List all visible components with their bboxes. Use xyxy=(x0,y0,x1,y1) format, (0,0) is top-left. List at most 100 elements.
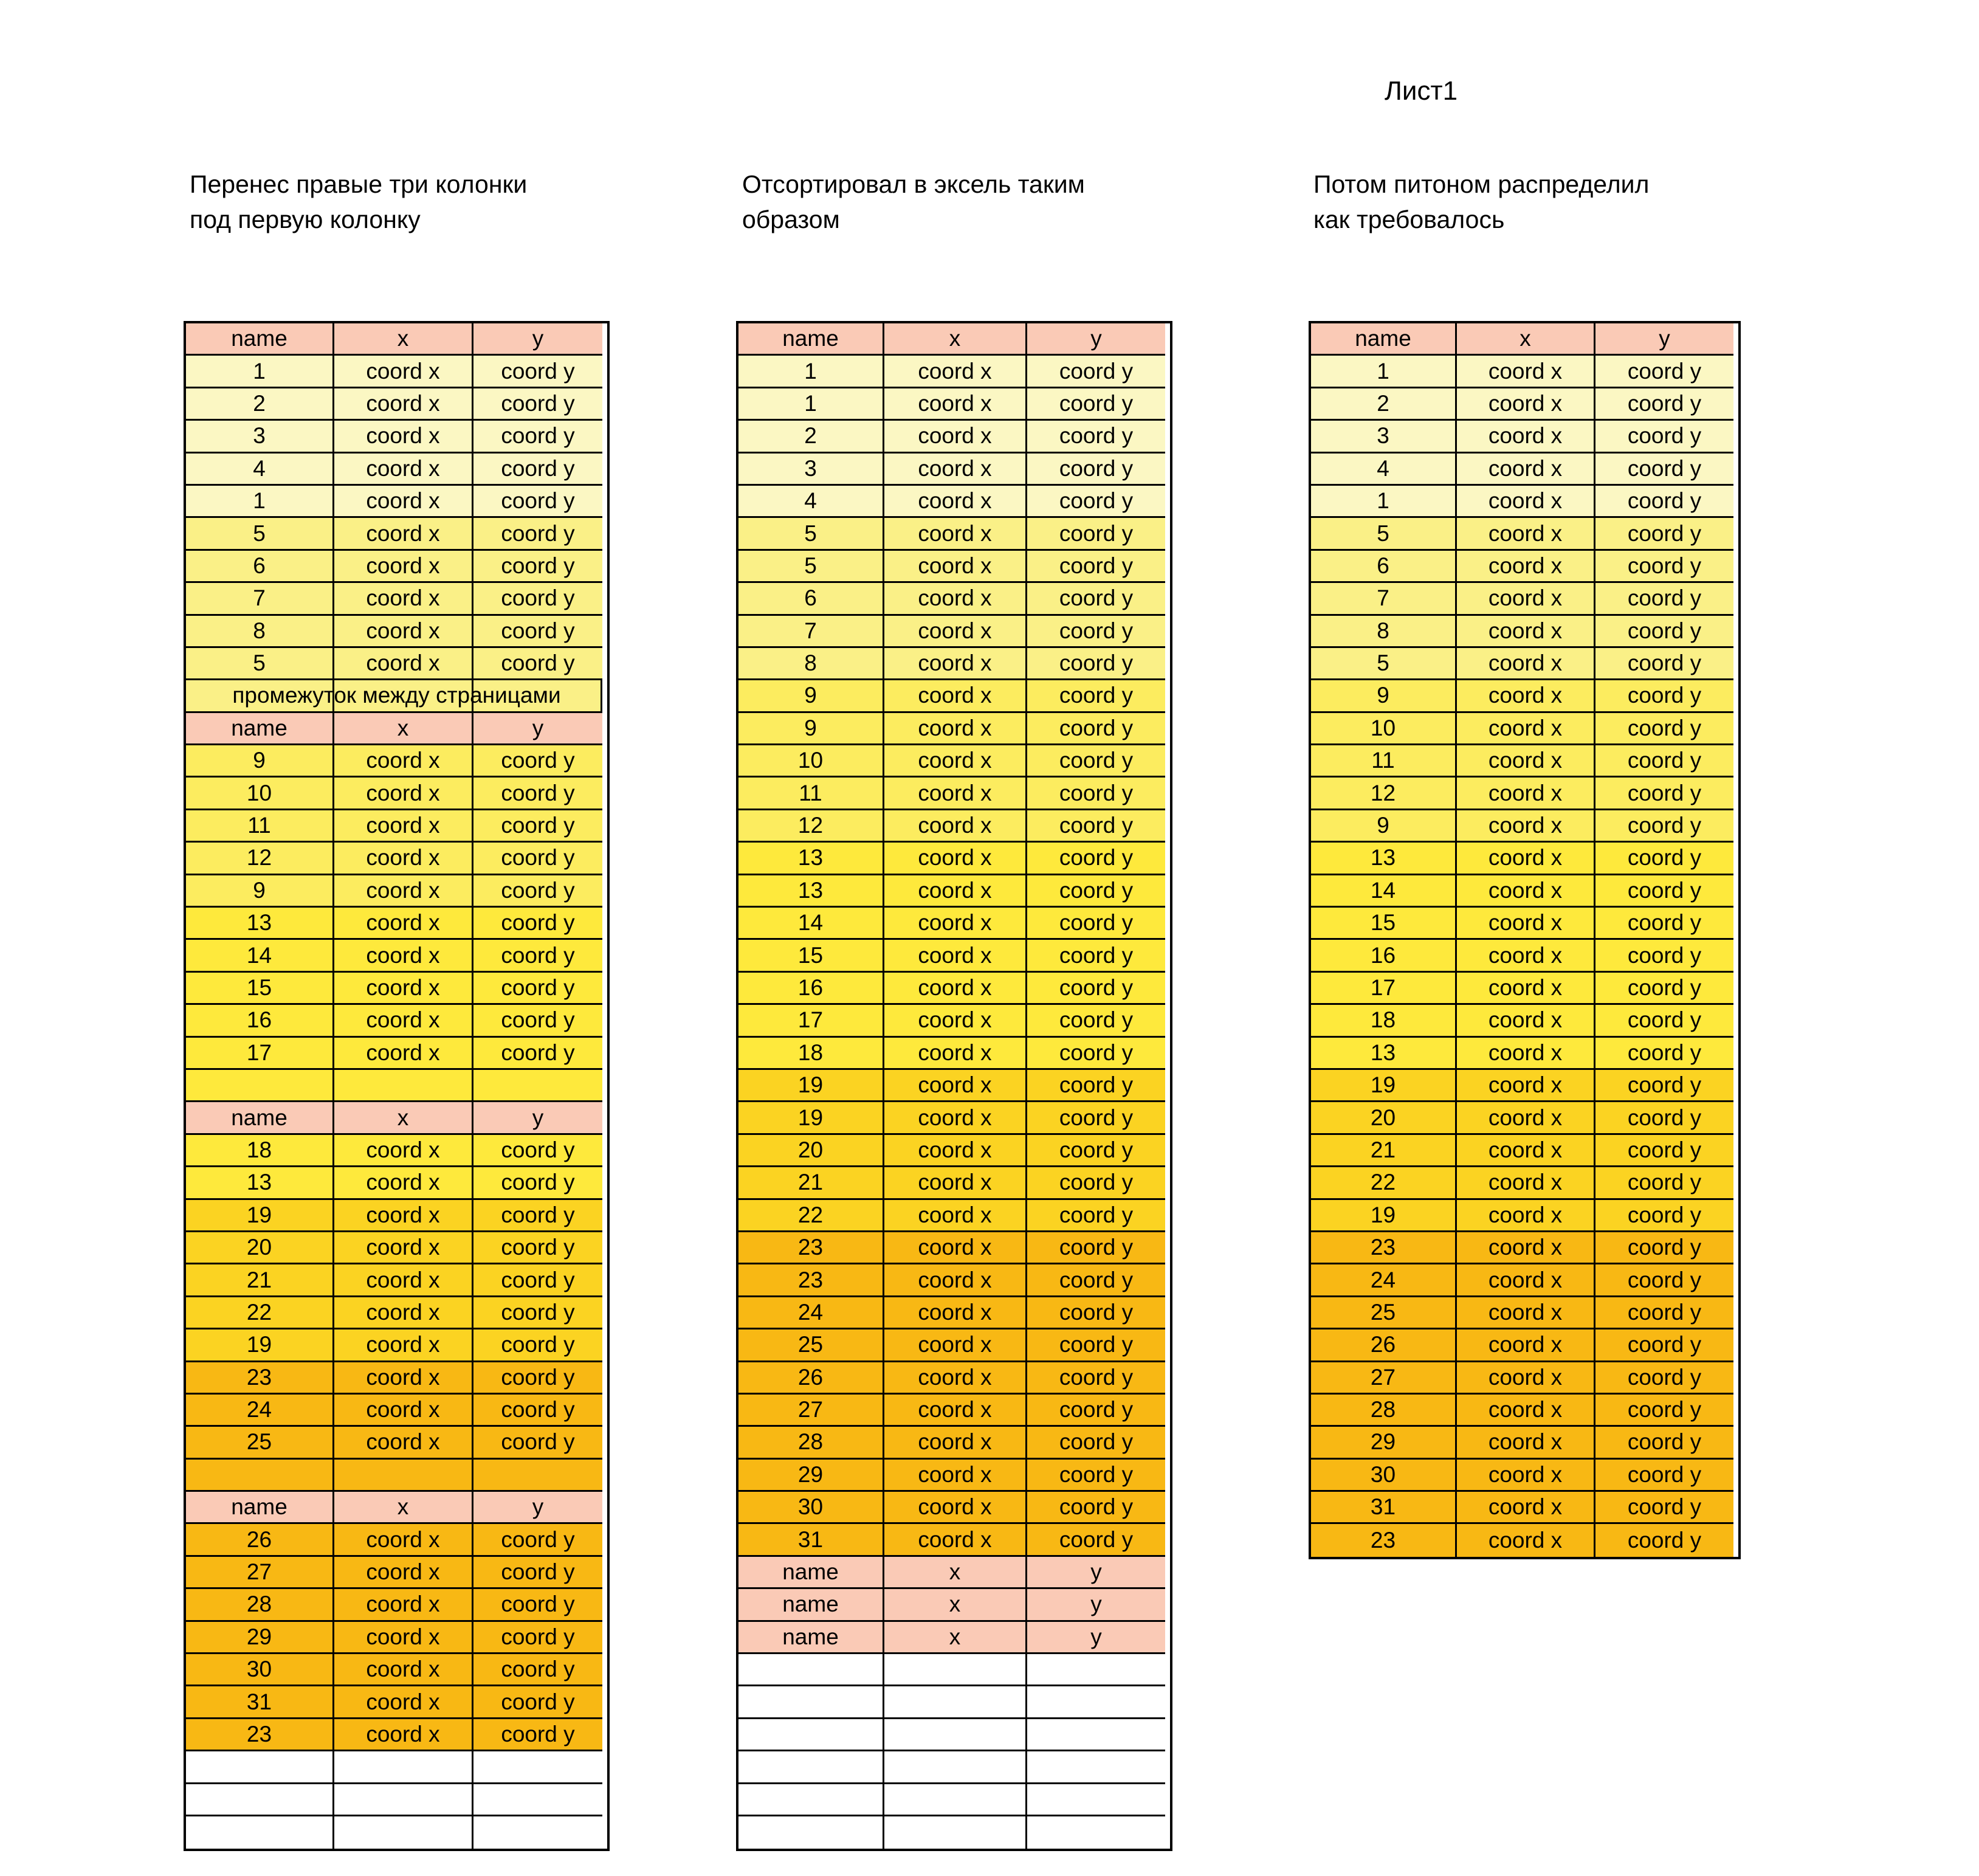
table-cell[interactable]: coord y xyxy=(1595,1102,1733,1135)
table-cell[interactable]: coord y xyxy=(1595,940,1733,973)
table-cell[interactable]: coord x xyxy=(884,712,1027,746)
table-cell[interactable]: 28 xyxy=(1311,1394,1457,1427)
table-cell[interactable]: coord x xyxy=(334,908,473,940)
table-cell[interactable]: coord y xyxy=(1027,453,1165,486)
table-cell[interactable]: 30 xyxy=(1311,1459,1457,1492)
header-cell[interactable]: y xyxy=(1027,323,1165,356)
table-cell[interactable]: coord y xyxy=(473,908,602,940)
table-cell[interactable]: coord y xyxy=(473,1264,602,1297)
table-cell[interactable]: 2 xyxy=(186,388,334,421)
table-cell[interactable]: coord x xyxy=(334,1199,473,1232)
table-cell[interactable]: 10 xyxy=(1311,712,1457,746)
table-cell[interactable]: 1 xyxy=(738,356,884,388)
table-cell[interactable] xyxy=(884,1751,1027,1784)
table-cell[interactable]: coord x xyxy=(334,875,473,908)
table-cell[interactable]: coord x xyxy=(884,1102,1027,1135)
table-cell[interactable]: 1 xyxy=(186,356,334,388)
table-cell[interactable]: coord x xyxy=(334,1524,473,1557)
table-cell[interactable]: coord y xyxy=(1027,647,1165,681)
table-cell[interactable]: coord y xyxy=(1027,1492,1165,1525)
table-cell[interactable]: 4 xyxy=(1311,453,1457,486)
header-cell[interactable]: x xyxy=(884,1621,1027,1655)
table-cell[interactable] xyxy=(334,680,473,713)
table-cell[interactable]: coord x xyxy=(1457,778,1595,810)
table-cell[interactable]: coord x xyxy=(1457,550,1595,584)
table-cell[interactable]: 8 xyxy=(1311,615,1457,648)
table-cell[interactable]: coord y xyxy=(1595,1069,1733,1103)
table-cell[interactable] xyxy=(1027,1719,1165,1752)
table-cell[interactable]: coord y xyxy=(1027,1199,1165,1232)
table-cell[interactable]: coord y xyxy=(1595,1134,1733,1168)
table-cell[interactable]: coord y xyxy=(1595,908,1733,940)
table-cell[interactable]: coord x xyxy=(1457,1232,1595,1265)
table-cell[interactable]: coord x xyxy=(1457,875,1595,908)
table-cell[interactable]: 21 xyxy=(738,1167,884,1200)
table-cell[interactable]: coord y xyxy=(473,453,602,486)
table-cell[interactable] xyxy=(884,1816,1027,1849)
table-cell[interactable]: 23 xyxy=(738,1232,884,1265)
table-cell[interactable]: 23 xyxy=(1311,1524,1457,1557)
table-cell[interactable]: coord x xyxy=(334,1427,473,1460)
table-cell[interactable]: coord y xyxy=(1595,810,1733,843)
table-cell[interactable]: coord y xyxy=(1027,1329,1165,1362)
table-cell[interactable] xyxy=(334,1069,473,1103)
table-cell[interactable]: 3 xyxy=(186,421,334,453)
header-cell[interactable]: name xyxy=(186,323,334,356)
table-cell[interactable]: coord x xyxy=(884,1167,1027,1200)
table-cell[interactable]: coord y xyxy=(1027,1167,1165,1200)
table-cell[interactable] xyxy=(738,1686,884,1719)
table-cell[interactable]: coord x xyxy=(1457,388,1595,421)
table-cell[interactable]: coord y xyxy=(1595,1362,1733,1395)
table-cell[interactable]: 12 xyxy=(1311,778,1457,810)
table-cell[interactable]: 16 xyxy=(1311,940,1457,973)
table-cell[interactable]: coord y xyxy=(1027,1102,1165,1135)
table-cell[interactable]: coord y xyxy=(473,1427,602,1460)
table-cell[interactable]: 26 xyxy=(738,1362,884,1395)
table-cell[interactable]: coord y xyxy=(1027,388,1165,421)
header-cell[interactable]: name xyxy=(186,712,334,746)
table-cell[interactable]: coord x xyxy=(334,1589,473,1622)
table-cell[interactable]: coord x xyxy=(884,550,1027,584)
table-cell[interactable]: 3 xyxy=(1311,421,1457,453)
table-cell[interactable]: 8 xyxy=(186,615,334,648)
table-cell[interactable]: coord y xyxy=(473,518,602,551)
table-cell[interactable] xyxy=(334,1459,473,1492)
table-cell[interactable]: coord y xyxy=(1595,421,1733,453)
table-cell[interactable]: coord x xyxy=(884,1232,1027,1265)
table-cell[interactable]: 5 xyxy=(186,647,334,681)
table-cell[interactable]: coord x xyxy=(884,1297,1027,1330)
table-cell[interactable]: coord x xyxy=(1457,1524,1595,1557)
table-cell[interactable]: coord y xyxy=(1027,356,1165,388)
table-cell[interactable]: 19 xyxy=(1311,1199,1457,1232)
table-cell[interactable]: coord y xyxy=(473,1524,602,1557)
table-cell[interactable]: coord y xyxy=(473,550,602,584)
table-cell[interactable]: coord y xyxy=(473,356,602,388)
header-cell[interactable]: name xyxy=(738,323,884,356)
table-cell[interactable]: coord y xyxy=(1027,745,1165,778)
table-cell[interactable] xyxy=(473,1816,602,1849)
header-cell[interactable]: y xyxy=(1027,1589,1165,1622)
table-cell[interactable]: coord x xyxy=(1457,1264,1595,1297)
table-cell[interactable]: coord x xyxy=(1457,421,1595,453)
table-cell[interactable]: coord x xyxy=(1457,1102,1595,1135)
table-cell[interactable]: 18 xyxy=(186,1134,334,1168)
table-cell[interactable]: coord x xyxy=(884,1362,1027,1395)
table-cell[interactable]: coord x xyxy=(884,1069,1027,1103)
table-cell[interactable]: coord y xyxy=(1595,1394,1733,1427)
table-cell[interactable]: coord y xyxy=(1595,745,1733,778)
table-cell[interactable]: coord y xyxy=(473,1589,602,1622)
table-cell[interactable]: coord y xyxy=(473,875,602,908)
table-cell[interactable]: 7 xyxy=(1311,583,1457,616)
table-cell[interactable]: 5 xyxy=(738,550,884,584)
table-cell[interactable]: coord x xyxy=(334,778,473,810)
table-cell[interactable] xyxy=(334,1751,473,1784)
table-cell[interactable]: coord x xyxy=(884,421,1027,453)
table-cell[interactable]: 13 xyxy=(738,875,884,908)
table-cell[interactable]: coord y xyxy=(1027,1069,1165,1103)
table-cell[interactable]: coord x xyxy=(884,583,1027,616)
header-cell[interactable]: y xyxy=(1595,323,1733,356)
table-cell[interactable]: coord x xyxy=(1457,1492,1595,1525)
table-cell[interactable]: coord x xyxy=(334,972,473,1005)
table-cell[interactable]: 21 xyxy=(186,1264,334,1297)
table-cell[interactable]: coord y xyxy=(473,1654,602,1687)
